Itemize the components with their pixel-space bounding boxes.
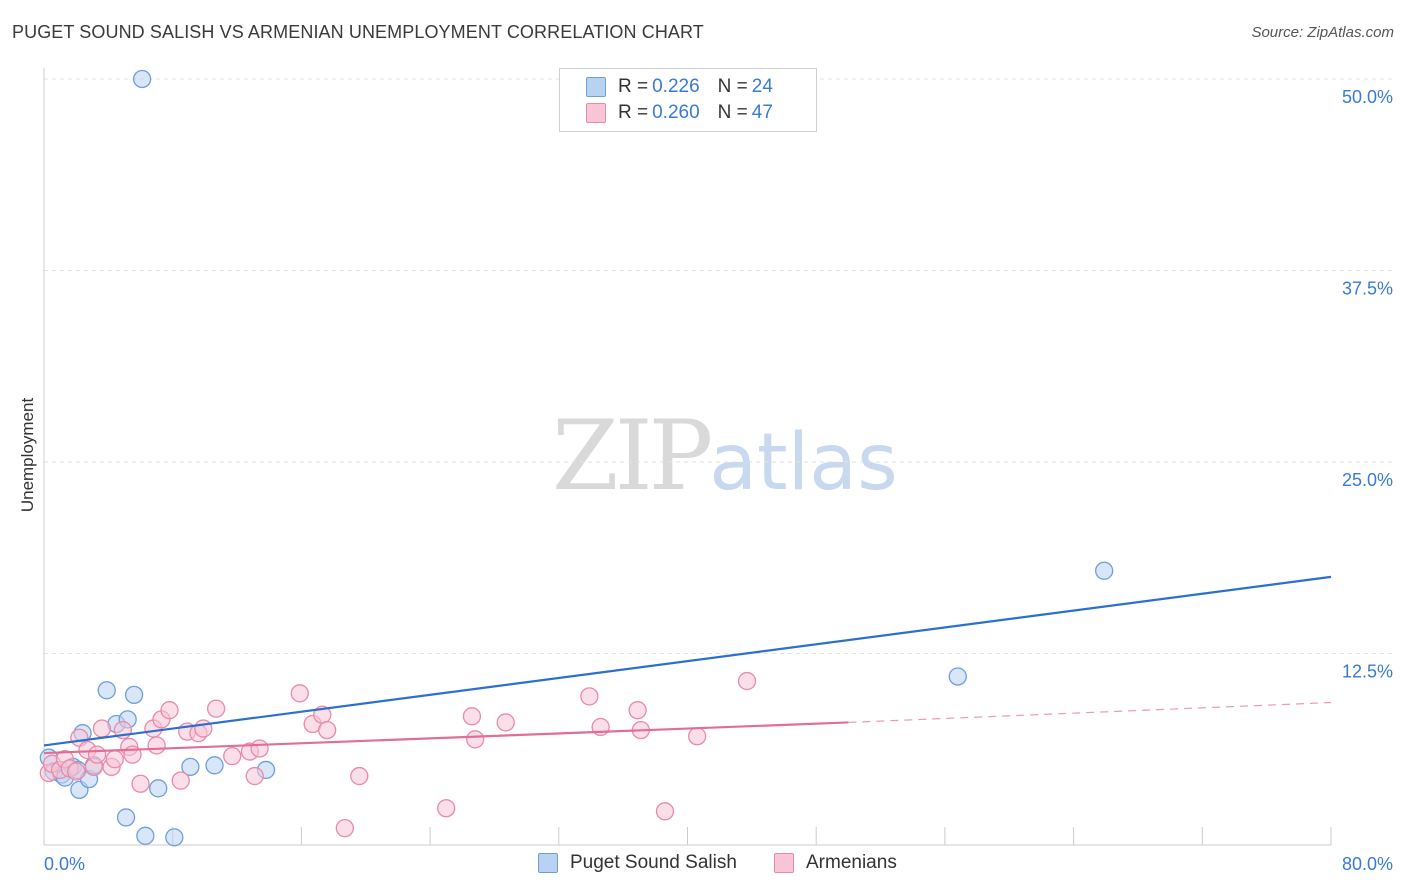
pink-data-point — [194, 719, 213, 738]
pink-data-point — [250, 739, 269, 758]
legend-row-puget: R = 0.226 N = 24 — [586, 74, 773, 100]
blue-data-point — [205, 756, 224, 775]
pink-data-point — [160, 701, 179, 720]
pink-data-point — [223, 746, 242, 766]
pink-data-point — [147, 736, 166, 755]
pink-data-point — [245, 766, 264, 786]
x-tick-label: 0.0% — [44, 854, 85, 874]
pink-data-point — [628, 701, 647, 720]
blue-swatch-icon — [586, 77, 606, 97]
blue-trend-line — [43, 575, 1332, 747]
pink-swatch-icon — [586, 103, 606, 123]
pink-data-point — [206, 699, 226, 718]
pink-data-point — [67, 762, 86, 781]
watermark-atlas: atlas — [709, 418, 898, 508]
blue-data-point — [97, 681, 116, 700]
n-label: N = — [717, 102, 748, 123]
blue-data-point — [948, 667, 967, 686]
pink-data-point — [131, 774, 150, 793]
blue-data-point — [149, 779, 168, 798]
n-value: 47 — [751, 102, 773, 123]
series-legend: Puget Sound Salish Armenians — [0, 852, 1406, 878]
blue-data-point — [116, 808, 136, 827]
r-label: R = — [618, 76, 649, 97]
chart-title: PUGET SOUND SALISH VS ARMENIAN UNEMPLOYM… — [12, 22, 704, 42]
pink-trend-extension — [848, 701, 1332, 724]
pink-data-point — [580, 687, 599, 706]
y-tick-label: 25.0% — [1342, 470, 1393, 490]
pink-data-point — [737, 671, 757, 691]
pink-data-point — [335, 818, 354, 838]
pink-data-point — [350, 766, 369, 786]
pink-data-point — [688, 727, 707, 746]
y-tick-label: 37.5% — [1342, 279, 1393, 299]
blue-data-point — [165, 828, 184, 847]
legend-label-puget: Puget Sound Salish — [570, 852, 737, 873]
blue-data-point — [136, 826, 155, 845]
y-axis-label: Unemployment — [18, 397, 37, 513]
legend-label-armenians: Armenians — [806, 852, 897, 873]
blue-data-point — [124, 685, 144, 705]
pink-data-point — [655, 802, 675, 821]
r-value: 0.260 — [652, 102, 700, 123]
pink-data-point — [92, 719, 112, 738]
watermark: ZIPatlas — [552, 400, 898, 512]
pink-data-point — [437, 799, 456, 818]
legend-item-armenians[interactable]: Armenians — [774, 852, 897, 874]
n-value: 24 — [751, 76, 773, 97]
blue-data-point — [132, 69, 152, 89]
pink-trend-line — [43, 721, 849, 755]
pink-data-point — [465, 730, 485, 749]
legend-item-puget[interactable]: Puget Sound Salish — [538, 852, 737, 874]
blue-data-point — [1095, 561, 1114, 580]
r-value: 0.226 — [652, 76, 700, 97]
y-tick-label: 50.0% — [1342, 87, 1393, 107]
n-label: N = — [717, 76, 748, 97]
pink-data-point — [317, 720, 337, 740]
stats-legend: R = 0.226 N = 24 R = 0.260 N = 47 — [559, 68, 817, 132]
pink-data-point — [171, 771, 190, 790]
blue-data-point — [181, 757, 200, 777]
pink-data-point — [462, 707, 482, 726]
pink-data-point — [290, 684, 309, 703]
r-label: R = — [618, 102, 649, 123]
x-tick-label: 80.0% — [1342, 854, 1393, 874]
pink-data-point — [105, 750, 124, 769]
pink-swatch-icon — [774, 853, 794, 873]
pink-data-point — [87, 745, 107, 764]
pink-data-point — [496, 713, 515, 732]
legend-row-armenians: R = 0.260 N = 47 — [586, 100, 773, 126]
watermark-zip: ZIP — [552, 400, 713, 512]
y-tick-label: 12.5% — [1342, 662, 1393, 682]
source-label: Source: ZipAtlas.com — [1251, 24, 1394, 41]
blue-swatch-icon — [538, 853, 558, 873]
